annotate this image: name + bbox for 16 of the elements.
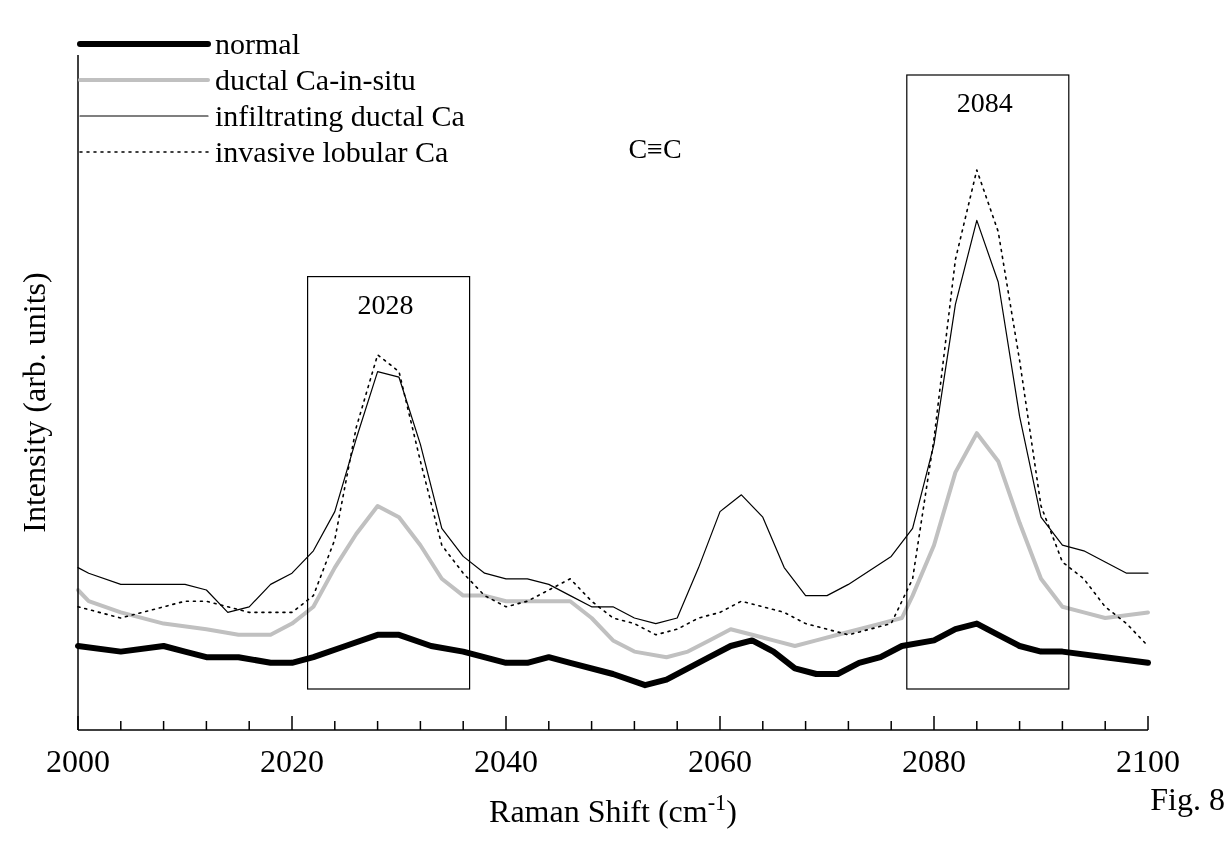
annotation: 2028 (357, 288, 414, 320)
x-tick-label: 2020 (260, 743, 324, 779)
legend-label: invasive lobular Ca (215, 135, 449, 168)
x-axis-title: Raman Shift (cm$^{-1}$) (489, 789, 737, 829)
x-tick-label: 2080 (902, 743, 966, 779)
text: C≡C (628, 133, 682, 164)
caption: Fig. 8 (1150, 781, 1225, 817)
legend-label: infiltrating ductal Ca (215, 99, 465, 132)
x-tick-label: 2100 (1116, 743, 1180, 779)
x-tick-label: 2060 (688, 743, 752, 779)
legend-label: normal (215, 27, 300, 60)
x-tick-label: 2040 (474, 743, 538, 779)
legend-label: ductal Ca-in-situ (215, 63, 416, 96)
annotation: 2084 (956, 87, 1013, 118)
y-axis-title: Intensity (arb. units) (16, 272, 52, 533)
x-tick-label: 2000 (46, 743, 110, 779)
